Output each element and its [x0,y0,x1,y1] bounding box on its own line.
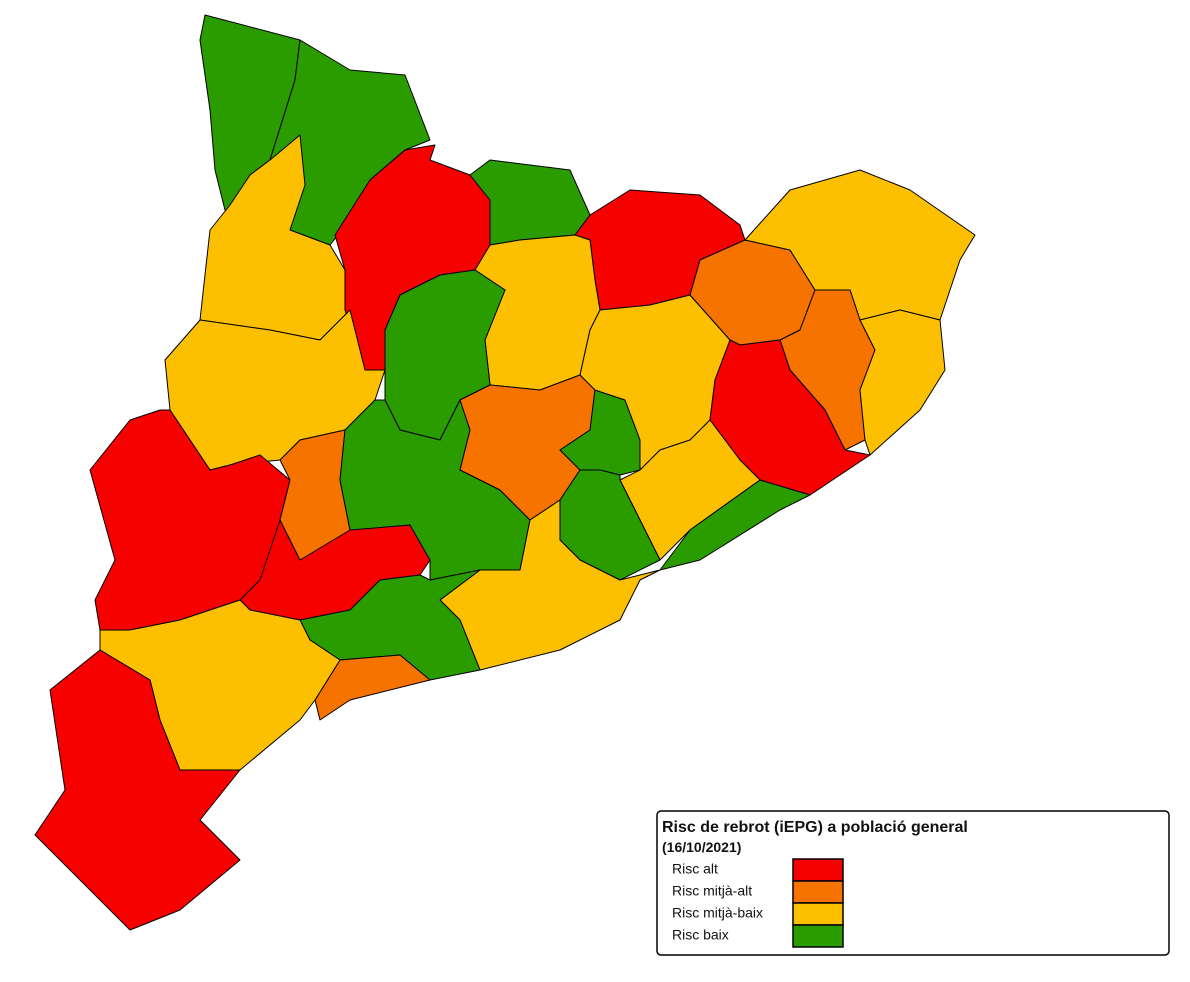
legend-date: (16/10/2021) [662,839,741,855]
legend-label: Risc mitjà-baix [672,905,763,921]
legend-swatch [792,924,844,948]
region [859,309,946,456]
legend-label: Risc mitjà-alt [672,883,752,899]
legend-swatch [792,858,844,882]
regions [34,14,976,931]
region [659,479,811,571]
legend-label: Risc baix [672,927,729,943]
legend-title: Risc de rebrot (iEPG) a població general [662,819,968,836]
legend-label: Risc alt [672,861,718,877]
region [34,649,241,931]
legend-swatch [792,902,844,926]
legend: Risc de rebrot (iEPG) a població general… [656,810,1170,956]
legend-box [656,810,1170,956]
legend-swatch [792,880,844,904]
